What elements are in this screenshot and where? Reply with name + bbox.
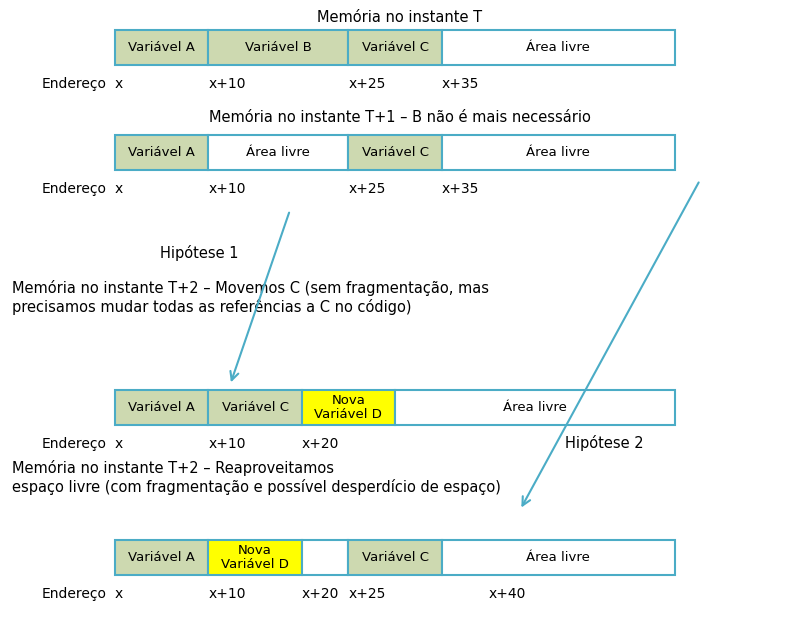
Text: x+20: x+20 — [302, 437, 339, 451]
Bar — [208, 540, 302, 575]
Text: Variável C: Variável C — [222, 401, 289, 414]
Bar — [348, 135, 442, 170]
Text: Endereço: Endereço — [42, 587, 107, 601]
Text: x+35: x+35 — [442, 77, 479, 91]
Bar — [348, 30, 442, 65]
Text: x: x — [115, 587, 123, 601]
Text: Memória no instante T: Memória no instante T — [318, 10, 482, 25]
Bar — [115, 390, 208, 425]
Text: x+35: x+35 — [442, 182, 479, 196]
Bar — [442, 135, 675, 170]
Text: x: x — [115, 437, 123, 451]
Text: x: x — [115, 182, 123, 196]
Bar — [115, 30, 208, 65]
Text: Nova
Variável D: Nova Variável D — [221, 544, 289, 571]
Text: Endereço: Endereço — [42, 182, 107, 196]
Text: Hipótese 2: Hipótese 2 — [565, 435, 644, 451]
Text: x+40: x+40 — [488, 587, 526, 601]
Text: x+10: x+10 — [208, 437, 246, 451]
Bar — [115, 540, 208, 575]
Text: Variável A: Variável A — [128, 146, 195, 159]
Text: Variável C: Variável C — [362, 41, 429, 54]
Text: x: x — [115, 77, 123, 91]
Bar — [208, 390, 302, 425]
Text: Variável A: Variável A — [128, 41, 195, 54]
Text: Área livre: Área livre — [503, 401, 567, 414]
Text: x+10: x+10 — [208, 587, 246, 601]
Text: Variável B: Variável B — [245, 41, 312, 54]
Bar — [208, 135, 348, 170]
Bar — [395, 390, 675, 425]
Text: Memória no instante T+2 – Reaproveitamos
espaço livre (com fragmentação e possív: Memória no instante T+2 – Reaproveitamos… — [12, 460, 501, 494]
Text: Variável C: Variável C — [362, 146, 429, 159]
Text: Área livre: Área livre — [246, 146, 310, 159]
Bar — [348, 540, 442, 575]
Text: x+20: x+20 — [302, 587, 339, 601]
Text: Variável A: Variável A — [128, 551, 195, 564]
Text: x+10: x+10 — [208, 182, 246, 196]
Bar — [302, 390, 395, 425]
Text: Hipótese 1: Hipótese 1 — [160, 245, 238, 261]
Bar — [115, 135, 208, 170]
Text: Memória no instante T+2 – Movemos C (sem fragmentação, mas
precisamos mudar toda: Memória no instante T+2 – Movemos C (sem… — [12, 280, 489, 315]
Text: Variável C: Variável C — [362, 551, 429, 564]
Text: x+10: x+10 — [208, 77, 246, 91]
Bar — [442, 540, 675, 575]
Text: Nova
Variável D: Nova Variável D — [314, 394, 382, 422]
Text: Área livre: Área livre — [526, 41, 590, 54]
Bar — [302, 540, 348, 575]
Text: x+25: x+25 — [348, 587, 386, 601]
Text: Área livre: Área livre — [526, 551, 590, 564]
Text: x+25: x+25 — [348, 182, 386, 196]
Text: Área livre: Área livre — [526, 146, 590, 159]
Text: Endereço: Endereço — [42, 77, 107, 91]
Text: x+25: x+25 — [348, 77, 386, 91]
Text: Endereço: Endereço — [42, 437, 107, 451]
Bar — [442, 30, 675, 65]
Text: Memória no instante T+1 – B não é mais necessário: Memória no instante T+1 – B não é mais n… — [209, 110, 591, 125]
Bar — [208, 30, 348, 65]
Text: Variável A: Variável A — [128, 401, 195, 414]
